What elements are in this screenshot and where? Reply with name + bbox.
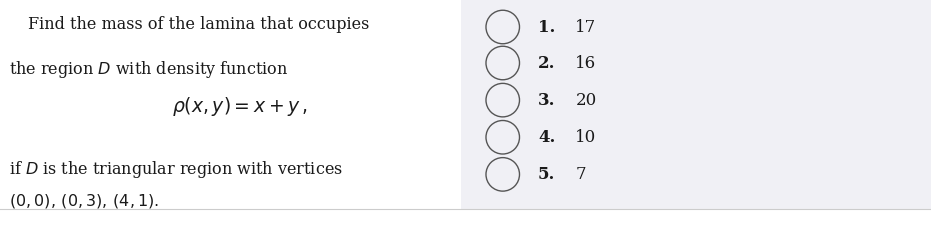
- Text: 3.: 3.: [538, 92, 556, 109]
- Text: 16: 16: [575, 54, 597, 72]
- Text: $\rho(x, y) = x + y\,,$: $\rho(x, y) = x + y\,,$: [172, 95, 307, 118]
- Text: 17: 17: [575, 18, 597, 36]
- Text: 5.: 5.: [538, 166, 556, 183]
- Text: 4.: 4.: [538, 129, 556, 146]
- Text: 1.: 1.: [538, 18, 556, 36]
- Text: 7: 7: [575, 166, 586, 183]
- Bar: [461, 0, 931, 209]
- Text: 20: 20: [575, 92, 597, 109]
- Text: $(0, 0),\, (0, 3),\, (4, 1).$: $(0, 0),\, (0, 3),\, (4, 1).$: [9, 192, 159, 210]
- Text: Find the mass of the lamina that occupies: Find the mass of the lamina that occupie…: [28, 16, 370, 33]
- Text: 10: 10: [575, 129, 597, 146]
- Text: if $D$ is the triangular region with vertices: if $D$ is the triangular region with ver…: [9, 159, 344, 180]
- Text: the region $D$ with density function: the region $D$ with density function: [9, 58, 289, 79]
- Text: 2.: 2.: [538, 54, 556, 72]
